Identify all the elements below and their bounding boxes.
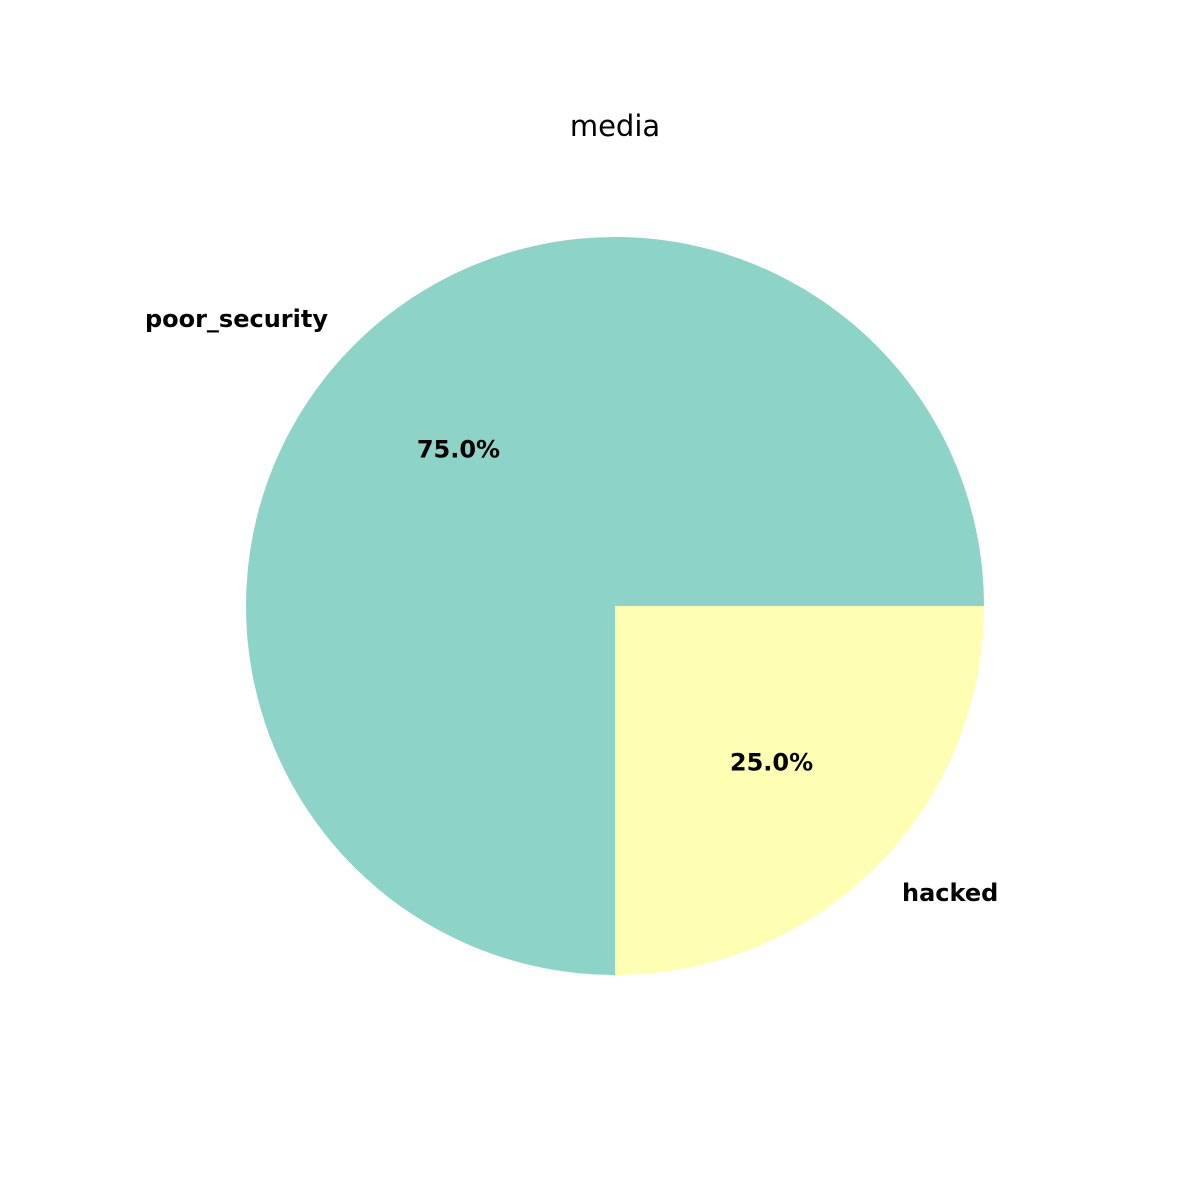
pie-labels: poor_security 75.0% hacked 25.0% (145, 305, 998, 907)
pie-slice-hacked (615, 606, 984, 975)
slice-percent-label: 25.0% (730, 749, 813, 777)
slice-percent-label: 75.0% (417, 435, 500, 463)
chart-title: media (570, 109, 660, 143)
slice-label: hacked (902, 879, 998, 907)
slice-label: poor_security (145, 305, 328, 333)
pie-slices (246, 237, 984, 975)
